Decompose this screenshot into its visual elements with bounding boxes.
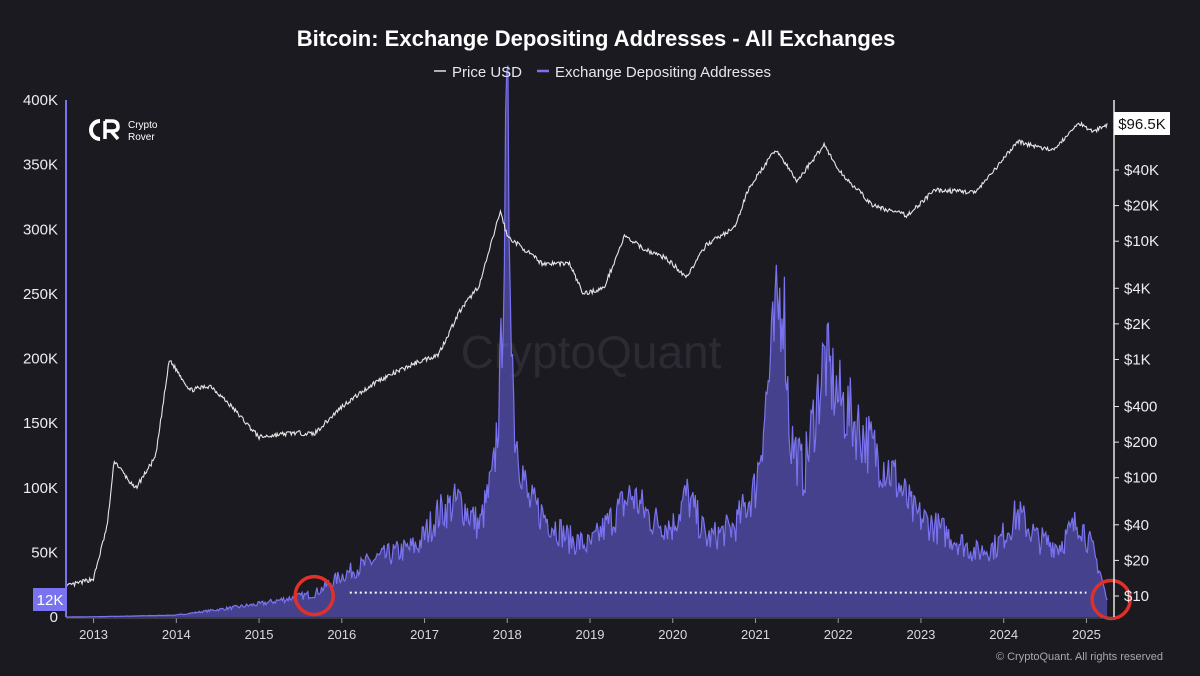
x-tick-label: 2020 — [658, 627, 687, 642]
chart-title: Bitcoin: Exchange Depositing Addresses -… — [297, 26, 896, 51]
right-tick-label: $40K — [1124, 162, 1159, 179]
logo-line-2: Rover — [128, 132, 155, 143]
x-tick-label: 2021 — [741, 627, 770, 642]
left-current-badge: 12K — [33, 588, 66, 611]
left-tick-label: 200K — [23, 351, 58, 368]
legend-price-label: Price USD — [452, 64, 522, 81]
right-tick-label: $20 — [1124, 552, 1149, 569]
right-tick-label: $20K — [1124, 198, 1159, 215]
left-badge-background — [33, 588, 66, 611]
right-tick-label: $200 — [1124, 434, 1157, 451]
logo-c-icon — [89, 119, 101, 141]
price-line — [65, 120, 1108, 590]
left-tick-label: 0 — [50, 609, 58, 626]
x-tick-label: 2016 — [327, 627, 356, 642]
x-tick-label: 2014 — [162, 627, 191, 642]
legend: Price USD Exchange Depositing Addresses — [434, 64, 771, 81]
left-axis-ticks: 400K 350K 300K 250K 200K 150K 100K 50K 0 — [23, 92, 58, 626]
right-badge-background — [1114, 112, 1170, 135]
left-badge-label: 12K — [37, 592, 64, 609]
right-current-badge: $96.5K — [1114, 112, 1170, 135]
x-axis-ticks: 2013 2014 2015 2016 2017 2018 2019 2020 2021 2022… — [66, 617, 1114, 642]
left-tick-label: 100K — [23, 480, 58, 497]
x-tick-label: 2013 — [79, 627, 108, 642]
x-tick-label: 2022 — [824, 627, 853, 642]
right-badge-label: $96.5K — [1118, 116, 1166, 133]
right-tick-label: $40 — [1124, 517, 1149, 534]
x-tick-label: 2024 — [989, 627, 1018, 642]
highlight-circle — [293, 574, 335, 617]
left-tick-label: 300K — [23, 221, 58, 238]
x-tick-label: 2025 — [1072, 627, 1101, 642]
addresses-area — [66, 65, 1108, 617]
series-layer — [65, 65, 1108, 618]
legend-addresses-label: Exchange Depositing Addresses — [555, 64, 771, 81]
left-tick-label: 400K — [23, 92, 58, 109]
right-tick-label: $1K — [1124, 351, 1151, 368]
logo-line-1: Crypto — [128, 120, 158, 131]
right-axis-ticks: $40K $20K $10K $4K $2K $1K $400 $200 $100 $40 $20 $… — [1114, 162, 1159, 605]
logo-r-icon — [103, 119, 120, 141]
left-tick-label: 250K — [23, 286, 58, 303]
right-tick-label: $400 — [1124, 399, 1157, 416]
left-tick-label: 350K — [23, 157, 58, 174]
x-tick-label: 2015 — [245, 627, 274, 642]
crypto-rover-logo: Crypto Rover — [89, 119, 158, 143]
right-tick-label: $100 — [1124, 470, 1157, 487]
right-tick-label: $2K — [1124, 316, 1151, 333]
x-tick-label: 2019 — [576, 627, 605, 642]
copyright: © CryptoQuant. All rights reserved — [996, 651, 1163, 663]
addresses-line — [66, 65, 1108, 618]
right-tick-label: $10 — [1124, 588, 1149, 605]
x-tick-label: 2018 — [493, 627, 522, 642]
x-tick-label: 2023 — [906, 627, 935, 642]
right-tick-label: $10K — [1124, 233, 1159, 250]
left-tick-label: 150K — [23, 415, 58, 432]
right-tick-label: $4K — [1124, 280, 1151, 297]
x-tick-label: 2017 — [410, 627, 439, 642]
left-tick-label: 50K — [31, 544, 58, 561]
